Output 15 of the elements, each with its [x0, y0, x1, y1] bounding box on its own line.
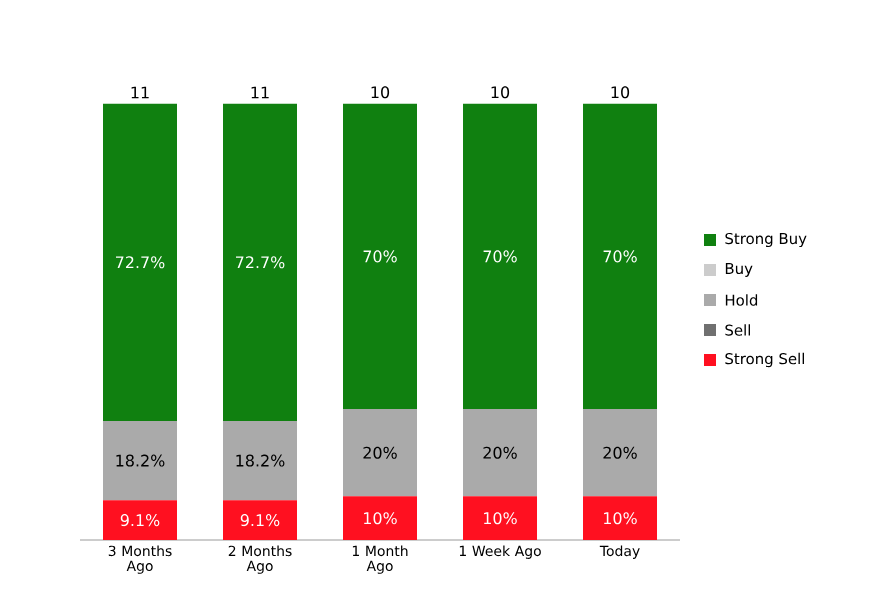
bar [343, 496, 417, 540]
bar [103, 420, 177, 501]
bar [103, 103, 177, 421]
bar [463, 103, 538, 410]
bar [223, 500, 297, 540]
bar [463, 496, 538, 540]
bar [223, 420, 297, 501]
bar [583, 409, 658, 497]
bar [583, 496, 658, 540]
bar [223, 103, 297, 421]
bar [103, 500, 177, 540]
bar [583, 103, 658, 410]
bar [463, 409, 538, 497]
bar [343, 103, 417, 410]
bar [343, 409, 417, 497]
